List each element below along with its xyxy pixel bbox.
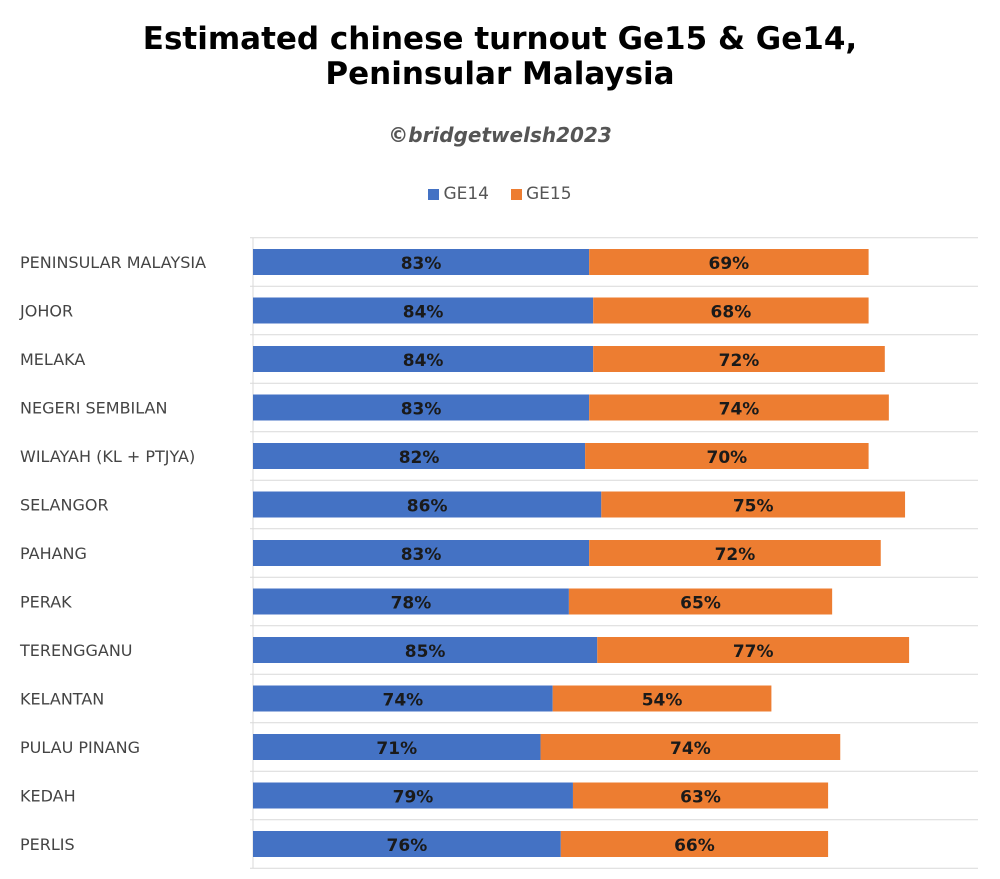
category-label: KEDAH xyxy=(20,787,76,806)
category-label: NEGERI SEMBILAN xyxy=(20,399,167,418)
legend-item-ge15: GE15 xyxy=(511,184,572,204)
category-label: PERAK xyxy=(20,593,72,612)
data-label-ge15: 69% xyxy=(709,254,750,274)
bar-ge15 xyxy=(589,394,889,421)
data-label-ge14: 82% xyxy=(399,448,440,468)
bar-ge15 xyxy=(560,831,829,857)
data-label-ge15: 75% xyxy=(733,497,774,517)
bar-ge15 xyxy=(589,249,869,275)
data-label-ge15: 72% xyxy=(715,545,756,565)
category-label: WILAYAH (KL + PTJYA) xyxy=(20,447,195,466)
data-label-ge14: 83% xyxy=(401,400,442,420)
category-label: PAHANG xyxy=(20,544,87,563)
bar-ge15 xyxy=(601,491,906,518)
legend-item-ge14: GE14 xyxy=(428,184,489,204)
bar-ge15 xyxy=(589,540,881,566)
bar-ge15 xyxy=(597,637,910,663)
bar-ge15 xyxy=(593,346,885,372)
bar-ge14 xyxy=(253,588,569,615)
bar-ge15 xyxy=(540,734,841,760)
chart-title: Estimated chinese turnout Ge15 & Ge14, P… xyxy=(0,22,1000,92)
data-label-ge14: 74% xyxy=(382,691,423,711)
data-label-ge15: 74% xyxy=(670,739,711,759)
data-label-ge15: 65% xyxy=(680,594,721,614)
data-label-ge14: 76% xyxy=(387,836,428,856)
data-label-ge15: 68% xyxy=(711,303,752,323)
bar-ge14 xyxy=(253,249,590,275)
data-label-ge15: 70% xyxy=(706,448,747,468)
bar-ge15 xyxy=(552,685,772,712)
category-label: PULAU PINANG xyxy=(20,738,140,757)
bar-ge15 xyxy=(568,588,833,615)
category-label: TERENGGANU xyxy=(19,641,133,660)
data-label-ge14: 79% xyxy=(393,788,434,808)
bar-ge14 xyxy=(253,831,561,857)
bar-ge14 xyxy=(253,394,590,421)
chart-title-line-1: Estimated chinese turnout Ge15 & Ge14, xyxy=(142,21,858,57)
bar-ge14 xyxy=(253,685,553,712)
category-label: JOHOR xyxy=(19,302,73,321)
data-label-ge15: 74% xyxy=(719,400,760,420)
legend-swatch-ge14 xyxy=(428,188,440,200)
chart-title-line-2: Peninsular Malaysia xyxy=(325,56,675,92)
bar-ge14 xyxy=(253,491,602,518)
legend-swatch-ge15 xyxy=(511,188,522,200)
bar-ge15 xyxy=(593,297,869,324)
bar-ge14 xyxy=(253,637,598,663)
bar-ge14 xyxy=(253,734,541,760)
legend-label-ge15: GE15 xyxy=(526,184,572,204)
data-label-ge15: 77% xyxy=(733,642,774,662)
legend-label-ge14: GE14 xyxy=(443,184,489,204)
data-label-ge14: 71% xyxy=(376,739,417,759)
data-label-ge14: 85% xyxy=(405,642,446,662)
data-label-ge15: 63% xyxy=(680,788,721,808)
data-label-ge14: 84% xyxy=(403,303,444,323)
category-label: PENINSULAR MALAYSIA xyxy=(20,253,206,272)
category-label: SELANGOR xyxy=(20,496,109,515)
bar-ge14 xyxy=(253,443,586,469)
data-label-ge15: 66% xyxy=(674,836,715,856)
data-label-ge15: 54% xyxy=(642,691,683,711)
data-label-ge14: 83% xyxy=(401,254,442,274)
category-label: MELAKA xyxy=(20,350,85,369)
bar-ge14 xyxy=(253,346,594,372)
data-label-ge15: 72% xyxy=(719,351,760,371)
chart-legend: GE14 GE15 xyxy=(0,184,1000,204)
bar-ge14 xyxy=(253,782,573,809)
category-label: PERLIS xyxy=(20,835,75,854)
data-label-ge14: 86% xyxy=(407,497,448,517)
data-label-ge14: 78% xyxy=(391,594,432,614)
category-label: KELANTAN xyxy=(20,690,104,709)
data-label-ge14: 83% xyxy=(401,545,442,565)
bar-ge14 xyxy=(253,297,594,324)
chart-credit: ©bridgetwelsh2023 xyxy=(388,123,612,147)
bar-ge15 xyxy=(572,782,829,809)
bar-ge15 xyxy=(585,443,869,469)
bar-ge14 xyxy=(253,540,590,566)
data-label-ge14: 84% xyxy=(403,351,444,371)
